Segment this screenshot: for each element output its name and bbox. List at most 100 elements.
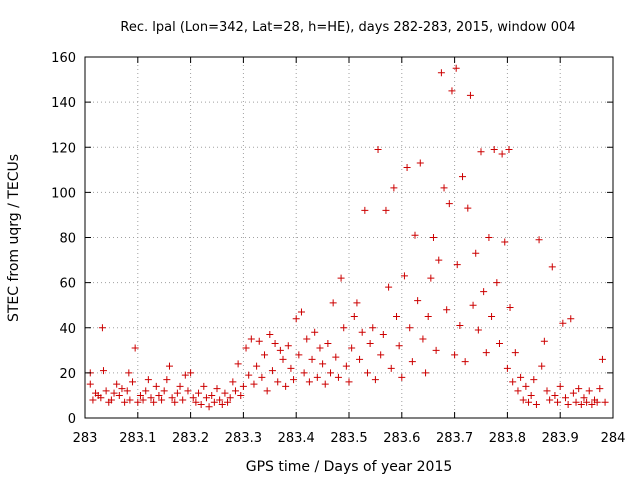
data-point — [561, 394, 569, 402]
data-point — [102, 387, 110, 395]
data-point — [477, 148, 485, 156]
data-point — [129, 378, 137, 386]
data-point — [305, 378, 313, 386]
data-point — [192, 398, 200, 406]
data-point — [459, 173, 467, 181]
data-point — [395, 342, 403, 350]
data-point — [173, 389, 181, 397]
x-axis-ticks: 283 283.1 283.2 283.3 283.4 283.5 283.6 283.7 28… — [73, 57, 625, 446]
data-point — [126, 396, 134, 404]
data-point — [197, 400, 205, 408]
data-point — [155, 391, 163, 399]
data-point — [519, 396, 527, 404]
data-point — [292, 315, 300, 323]
data-point — [216, 396, 224, 404]
data-point — [279, 355, 287, 363]
data-point — [540, 337, 548, 345]
data-point — [303, 335, 311, 343]
data-point — [290, 376, 298, 384]
y-tick-label: 80 — [59, 232, 76, 247]
data-point — [485, 234, 493, 241]
data-point — [424, 312, 432, 320]
data-point — [258, 373, 266, 381]
data-point — [231, 387, 239, 395]
data-point — [353, 299, 361, 307]
data-point — [525, 398, 533, 406]
data-point — [387, 364, 395, 372]
data-point — [448, 87, 456, 95]
data-point — [245, 371, 253, 379]
data-point — [452, 64, 460, 72]
data-point — [86, 380, 94, 388]
data-point — [97, 394, 105, 402]
data-point — [276, 346, 284, 354]
chart-title: Rec. lpal (Lon=342, Lat=28, h=HE), days … — [120, 20, 575, 35]
data-point — [564, 400, 572, 408]
data-point — [284, 342, 292, 350]
data-point — [538, 362, 546, 370]
y-tick-label: 40 — [59, 322, 76, 337]
data-point — [287, 364, 295, 372]
data-point — [361, 206, 369, 214]
data-point — [498, 150, 506, 158]
data-point — [390, 184, 398, 192]
x-tick-label: 283.2 — [172, 431, 209, 446]
data-point — [569, 389, 577, 397]
y-tick-label: 100 — [51, 186, 76, 201]
data-point — [121, 398, 129, 406]
data-point — [107, 396, 115, 404]
data-point — [195, 389, 203, 397]
data-point — [221, 389, 229, 397]
y-tick-label: 20 — [59, 367, 76, 382]
x-tick-label: 283.6 — [383, 431, 420, 446]
data-point — [427, 274, 435, 282]
data-point — [472, 249, 480, 257]
data-point — [559, 319, 567, 327]
data-point — [535, 236, 543, 244]
data-point — [358, 328, 366, 336]
data-point — [572, 398, 580, 406]
data-point — [461, 358, 469, 366]
data-point — [377, 351, 385, 359]
data-point — [268, 367, 276, 375]
data-point — [229, 378, 237, 386]
data-point — [329, 299, 337, 307]
data-point — [316, 344, 324, 352]
data-point — [411, 231, 419, 239]
data-point — [142, 387, 150, 395]
data-point — [226, 394, 234, 402]
data-point — [327, 369, 335, 377]
data-point — [527, 391, 535, 399]
data-point — [419, 335, 427, 343]
data-point — [366, 340, 374, 348]
data-point — [469, 301, 477, 309]
x-tick-label: 283.7 — [436, 431, 473, 446]
data-point — [511, 349, 519, 357]
data-point — [189, 394, 197, 402]
data-point — [266, 331, 274, 339]
data-point — [89, 396, 97, 404]
y-axis-label: STEC from uqrg / TECUs — [6, 154, 22, 322]
data-point — [456, 321, 464, 329]
data-point — [171, 398, 179, 406]
data-point — [184, 387, 192, 395]
data-point — [588, 400, 596, 408]
data-point — [554, 398, 562, 406]
data-point — [567, 315, 575, 323]
data-point — [548, 263, 556, 271]
data-point — [532, 400, 540, 408]
data-point — [350, 312, 358, 320]
data-point — [247, 335, 255, 343]
data-point — [414, 297, 422, 305]
data-point — [300, 369, 308, 377]
data-point — [208, 391, 216, 399]
grid-lines — [85, 57, 613, 418]
data-point — [321, 380, 329, 388]
data-point — [363, 369, 371, 377]
data-point — [466, 91, 474, 99]
data-point — [422, 369, 430, 377]
data-point — [474, 326, 482, 334]
data-point — [168, 394, 176, 402]
data-point — [136, 391, 144, 399]
